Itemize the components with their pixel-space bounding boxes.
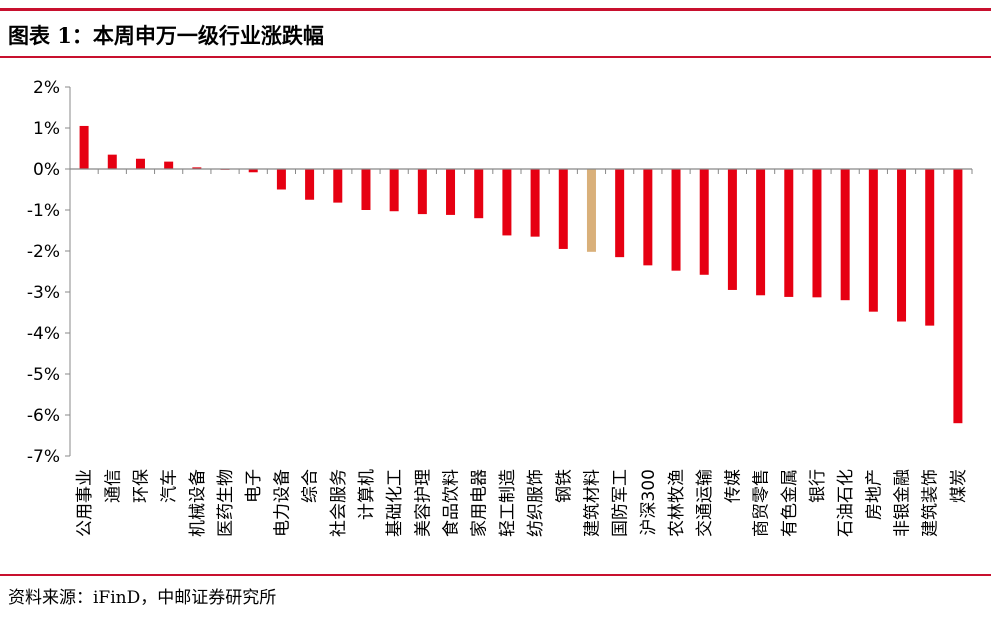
x-tick-label: 电子 — [244, 469, 264, 503]
y-tick-label: -3% — [27, 283, 60, 303]
y-tick-label: -6% — [27, 406, 60, 426]
bar-环保 — [135, 158, 145, 169]
y-axis: 2% 1% 0% -1% -2% -3% -4% -5% -6% -7% — [27, 78, 71, 467]
top-rule — [0, 8, 991, 11]
bar-建筑装饰 — [925, 169, 935, 326]
x-tick-label: 建筑装饰 — [921, 469, 941, 537]
x-tick-label: 传媒 — [723, 469, 743, 503]
x-tick-label: 轻工制造 — [498, 469, 518, 537]
source-note: 资料来源：iFinD，中邮证券研究所 — [8, 588, 277, 608]
bar-食品饮料 — [446, 169, 456, 215]
x-tick-label: 非银金融 — [893, 469, 913, 537]
y-tick-label: -5% — [27, 365, 60, 385]
y-tick-label: -4% — [27, 324, 60, 344]
x-tick-label: 纺织服饰 — [526, 469, 546, 537]
bar-社会服务 — [333, 169, 343, 203]
x-tick-label: 建筑材料 — [582, 469, 602, 537]
x-tick-label: 美容护理 — [413, 469, 433, 537]
y-tick-label: 1% — [33, 119, 60, 139]
bar-钢铁 — [558, 169, 568, 249]
bar-家用电器 — [474, 169, 484, 219]
x-tick-label: 通信 — [103, 469, 123, 503]
y-tick-label: -1% — [27, 201, 60, 221]
bar-电力设备 — [276, 169, 286, 190]
bar-交通运输 — [699, 169, 709, 275]
x-tick-label: 机械设备 — [188, 469, 208, 537]
bar-汽车 — [164, 161, 174, 169]
x-tick-label: 农林牧渔 — [667, 469, 687, 537]
title-rule — [0, 56, 991, 58]
y-tick-label: 2% — [33, 78, 60, 98]
x-tick-label: 汽车 — [160, 469, 180, 503]
bar-纺织服饰 — [530, 169, 540, 237]
bar-银行 — [812, 169, 822, 298]
x-tick-label: 银行 — [808, 469, 828, 503]
bar-房地产 — [868, 169, 878, 312]
bar-传媒 — [727, 169, 737, 290]
x-tick-label: 公用事业 — [75, 469, 95, 537]
x-tick-label: 交通运输 — [695, 469, 715, 537]
x-tick-label: 石油石化 — [836, 469, 856, 537]
x-tick-label: 电力设备 — [272, 469, 292, 537]
y-tick-label: -7% — [27, 447, 60, 467]
x-tick-label: 综合 — [301, 469, 321, 503]
bar-有色金属 — [784, 169, 794, 297]
bar-石油石化 — [840, 169, 850, 301]
zero-line — [69, 168, 973, 174]
bar-沪深300 — [643, 169, 653, 266]
bar-轻工制造 — [502, 169, 512, 236]
bar-chart: 2% 1% 0% -1% -2% -3% -4% -5% -6% -7% 公用事业 通信 环保 汽车 机械… — [27, 78, 973, 537]
bar-公用事业 — [79, 125, 89, 169]
y-tick-label: -2% — [27, 242, 60, 262]
figure-title: 图表 1：本周申万一级行业涨跌幅 — [8, 23, 324, 48]
x-tick-label: 医药生物 — [216, 469, 236, 537]
bar-煤炭 — [953, 169, 963, 424]
x-tick-label: 钢铁 — [554, 469, 574, 503]
bars — [79, 125, 963, 424]
bar-美容护理 — [417, 169, 427, 215]
x-axis-labels: 公用事业 通信 环保 汽车 机械设备 医药生物 电子 电力设备 综合 社会服务 计算机 基础化工 美容护… — [75, 469, 969, 537]
bar-电子 — [248, 169, 258, 173]
x-tick-label: 沪深300 — [639, 469, 659, 535]
x-tick-label: 国防军工 — [611, 469, 631, 537]
x-tick-label: 家用电器 — [470, 469, 490, 537]
x-tick-label: 煤炭 — [949, 469, 969, 503]
bar-计算机 — [361, 169, 371, 210]
bar-机械设备 — [192, 167, 202, 169]
x-tick-label: 有色金属 — [780, 469, 800, 537]
bar-商贸零售 — [756, 169, 766, 296]
bar-建筑材料 — [586, 169, 596, 252]
bar-非银金融 — [897, 169, 907, 322]
x-tick-label: 社会服务 — [329, 469, 349, 537]
x-tick-label: 房地产 — [864, 469, 884, 520]
x-tick-label: 商贸零售 — [752, 469, 772, 537]
y-tick-label: 0% — [33, 160, 60, 180]
bar-基础化工 — [389, 169, 399, 212]
bar-农林牧渔 — [671, 169, 681, 271]
bar-通信 — [107, 154, 117, 169]
bottom-rule — [0, 574, 991, 576]
bar-综合 — [305, 169, 315, 200]
x-tick-label: 计算机 — [357, 469, 377, 520]
bar-国防军工 — [615, 169, 625, 258]
x-tick-label: 基础化工 — [385, 469, 405, 537]
x-tick-label: 食品饮料 — [442, 469, 462, 537]
x-tick-label: 环保 — [131, 469, 151, 503]
